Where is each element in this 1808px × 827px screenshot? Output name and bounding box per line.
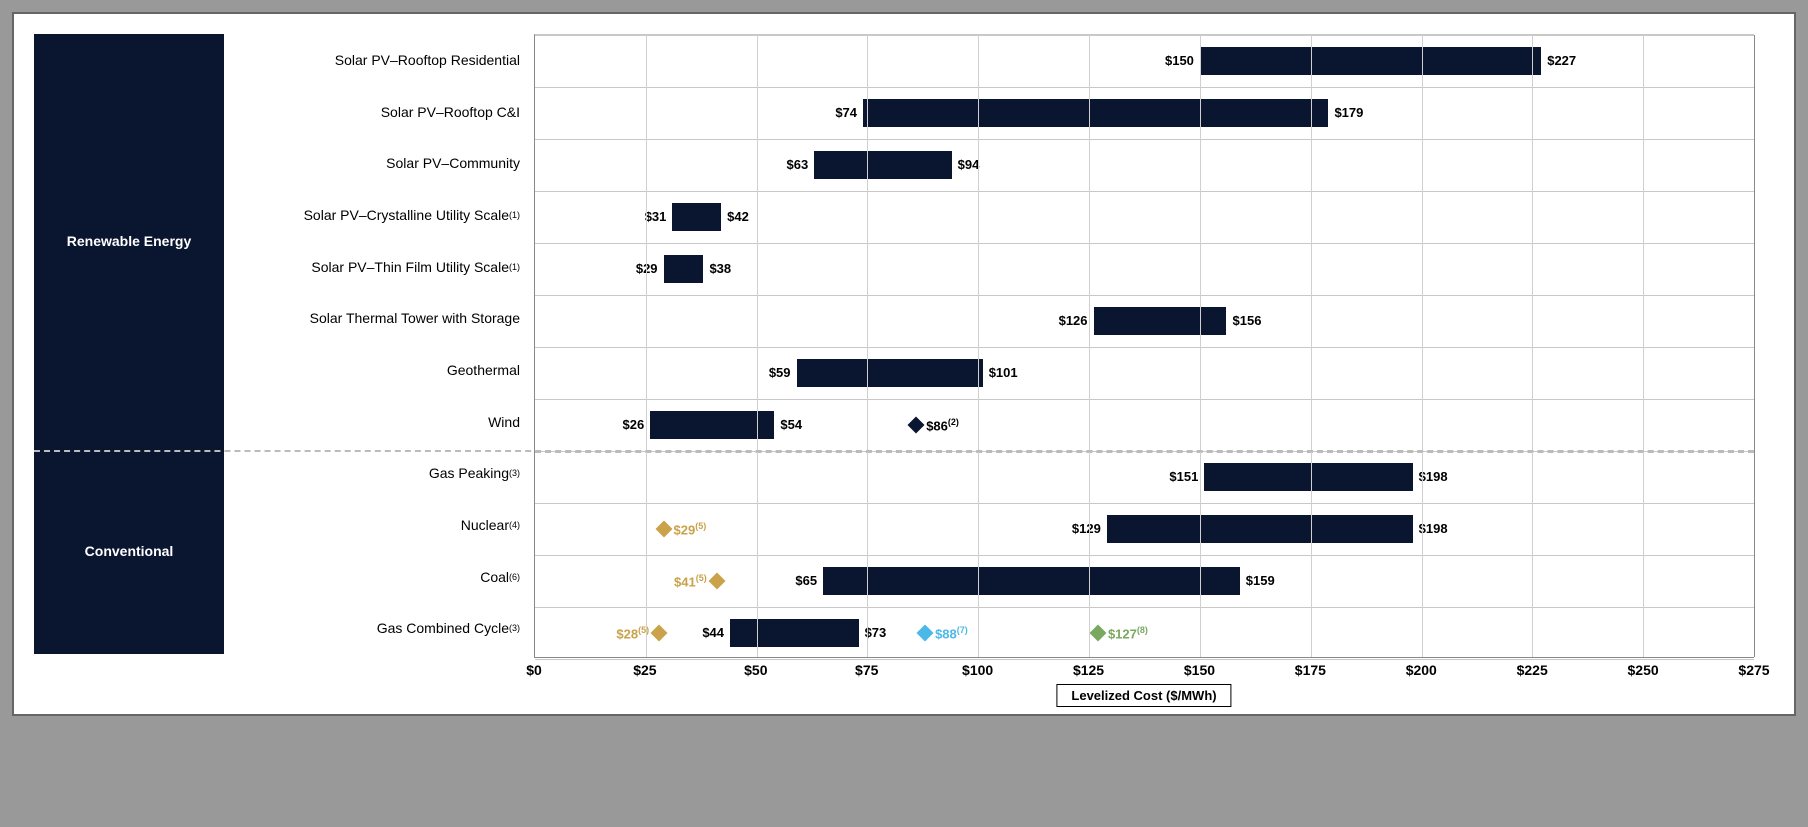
row-label: Geothermal: [224, 344, 534, 396]
marker-label: $29(5): [674, 521, 707, 537]
row-label: Wind: [224, 396, 534, 448]
x-tick-label: $25: [633, 662, 656, 678]
row-label: Coal(6): [224, 551, 534, 603]
gridline-v: [1200, 35, 1201, 657]
x-axis-title: Levelized Cost ($/MWh): [1056, 684, 1231, 707]
value-low: $59: [769, 365, 791, 380]
value-low: $151: [1169, 469, 1198, 484]
x-tick-label: $125: [1073, 662, 1104, 678]
x-axis: $0$25$50$75$100$125$150$175$200$225$250$…: [534, 658, 1754, 694]
gridline-v: [867, 35, 868, 657]
category-block: Conventional: [34, 448, 224, 655]
gridline-v: [1089, 35, 1090, 657]
gridline-v: [1311, 35, 1312, 657]
x-tick-label: $75: [855, 662, 878, 678]
range-bar: [1094, 307, 1227, 335]
range-bar: [823, 567, 1240, 595]
gridline-v: [1532, 35, 1533, 657]
label-column: Solar PV–Rooftop ResidentialSolar PV–Roo…: [224, 34, 534, 694]
chart-column: $150$227$74$179$63$94$31$42$29$38$126$15…: [534, 34, 1754, 694]
value-high: $156: [1233, 313, 1262, 328]
category-divider-full: [34, 450, 1754, 452]
value-low: $74: [835, 105, 857, 120]
marker-label: $88(7): [935, 625, 968, 641]
gridline-v: [757, 35, 758, 657]
range-bar: [730, 619, 859, 647]
value-high: $179: [1334, 105, 1363, 120]
value-high: $198: [1419, 469, 1448, 484]
range-bar: [664, 255, 704, 283]
marker-label: $41(5): [674, 573, 707, 589]
value-low: $44: [702, 625, 724, 640]
row-label: Nuclear(4): [224, 499, 534, 551]
x-tick-label: $50: [744, 662, 767, 678]
range-bar: [863, 99, 1328, 127]
value-high: $42: [727, 209, 749, 224]
x-tick-label: $250: [1628, 662, 1659, 678]
range-bar: [672, 203, 721, 231]
plot-area: $150$227$74$179$63$94$31$42$29$38$126$15…: [534, 34, 1754, 658]
bar-row: [535, 451, 1754, 503]
value-high: $198: [1419, 521, 1448, 536]
value-high: $227: [1547, 53, 1576, 68]
x-tick-label: $225: [1517, 662, 1548, 678]
x-tick-label: $175: [1295, 662, 1326, 678]
value-high: $159: [1246, 573, 1275, 588]
marker-label: $86(2): [926, 417, 959, 433]
range-bar: [1204, 463, 1412, 491]
value-high: $54: [780, 417, 802, 432]
x-tick-label: $200: [1406, 662, 1437, 678]
gridline-v: [646, 35, 647, 657]
value-high: $101: [989, 365, 1018, 380]
chart-frame: Renewable EnergyConventional Solar PV–Ro…: [12, 12, 1796, 716]
row-label: Solar PV–Thin Film Utility Scale(1): [224, 241, 534, 293]
value-low: $129: [1072, 521, 1101, 536]
category-column: Renewable EnergyConventional: [34, 34, 224, 694]
range-bar: [797, 359, 983, 387]
marker-label: $127(8): [1108, 625, 1148, 641]
row-label: Gas Peaking(3): [224, 448, 534, 500]
gridline-v: [1422, 35, 1423, 657]
value-low: $31: [645, 209, 667, 224]
row-label: Solar PV–Rooftop Residential: [224, 34, 534, 86]
row-label: Solar PV–Rooftop C&I: [224, 86, 534, 138]
bar-row: [535, 139, 1754, 191]
row-label: Gas Combined Cycle(3): [224, 603, 534, 655]
range-bar: [1107, 515, 1413, 543]
gridline-v: [978, 35, 979, 657]
range-bar: [814, 151, 951, 179]
value-low: $65: [795, 573, 817, 588]
bar-row: [535, 347, 1754, 399]
gridline-v: [1643, 35, 1644, 657]
range-bar: [1200, 47, 1541, 75]
marker-label: $28(5): [616, 625, 649, 641]
row-label: Solar PV–Crystalline Utility Scale(1): [224, 189, 534, 241]
x-tick-label: $275: [1738, 662, 1769, 678]
value-low: $26: [623, 417, 645, 432]
category-block: Renewable Energy: [34, 34, 224, 448]
x-tick-label: $0: [526, 662, 542, 678]
x-tick-label: $150: [1184, 662, 1215, 678]
value-high: $38: [709, 261, 731, 276]
row-label: Solar Thermal Tower with Storage: [224, 292, 534, 344]
value-low: $150: [1165, 53, 1194, 68]
row-label: Solar PV–Community: [224, 137, 534, 189]
value-low: $126: [1059, 313, 1088, 328]
x-tick-label: $100: [962, 662, 993, 678]
value-high: $94: [958, 157, 980, 172]
value-low: $63: [787, 157, 809, 172]
